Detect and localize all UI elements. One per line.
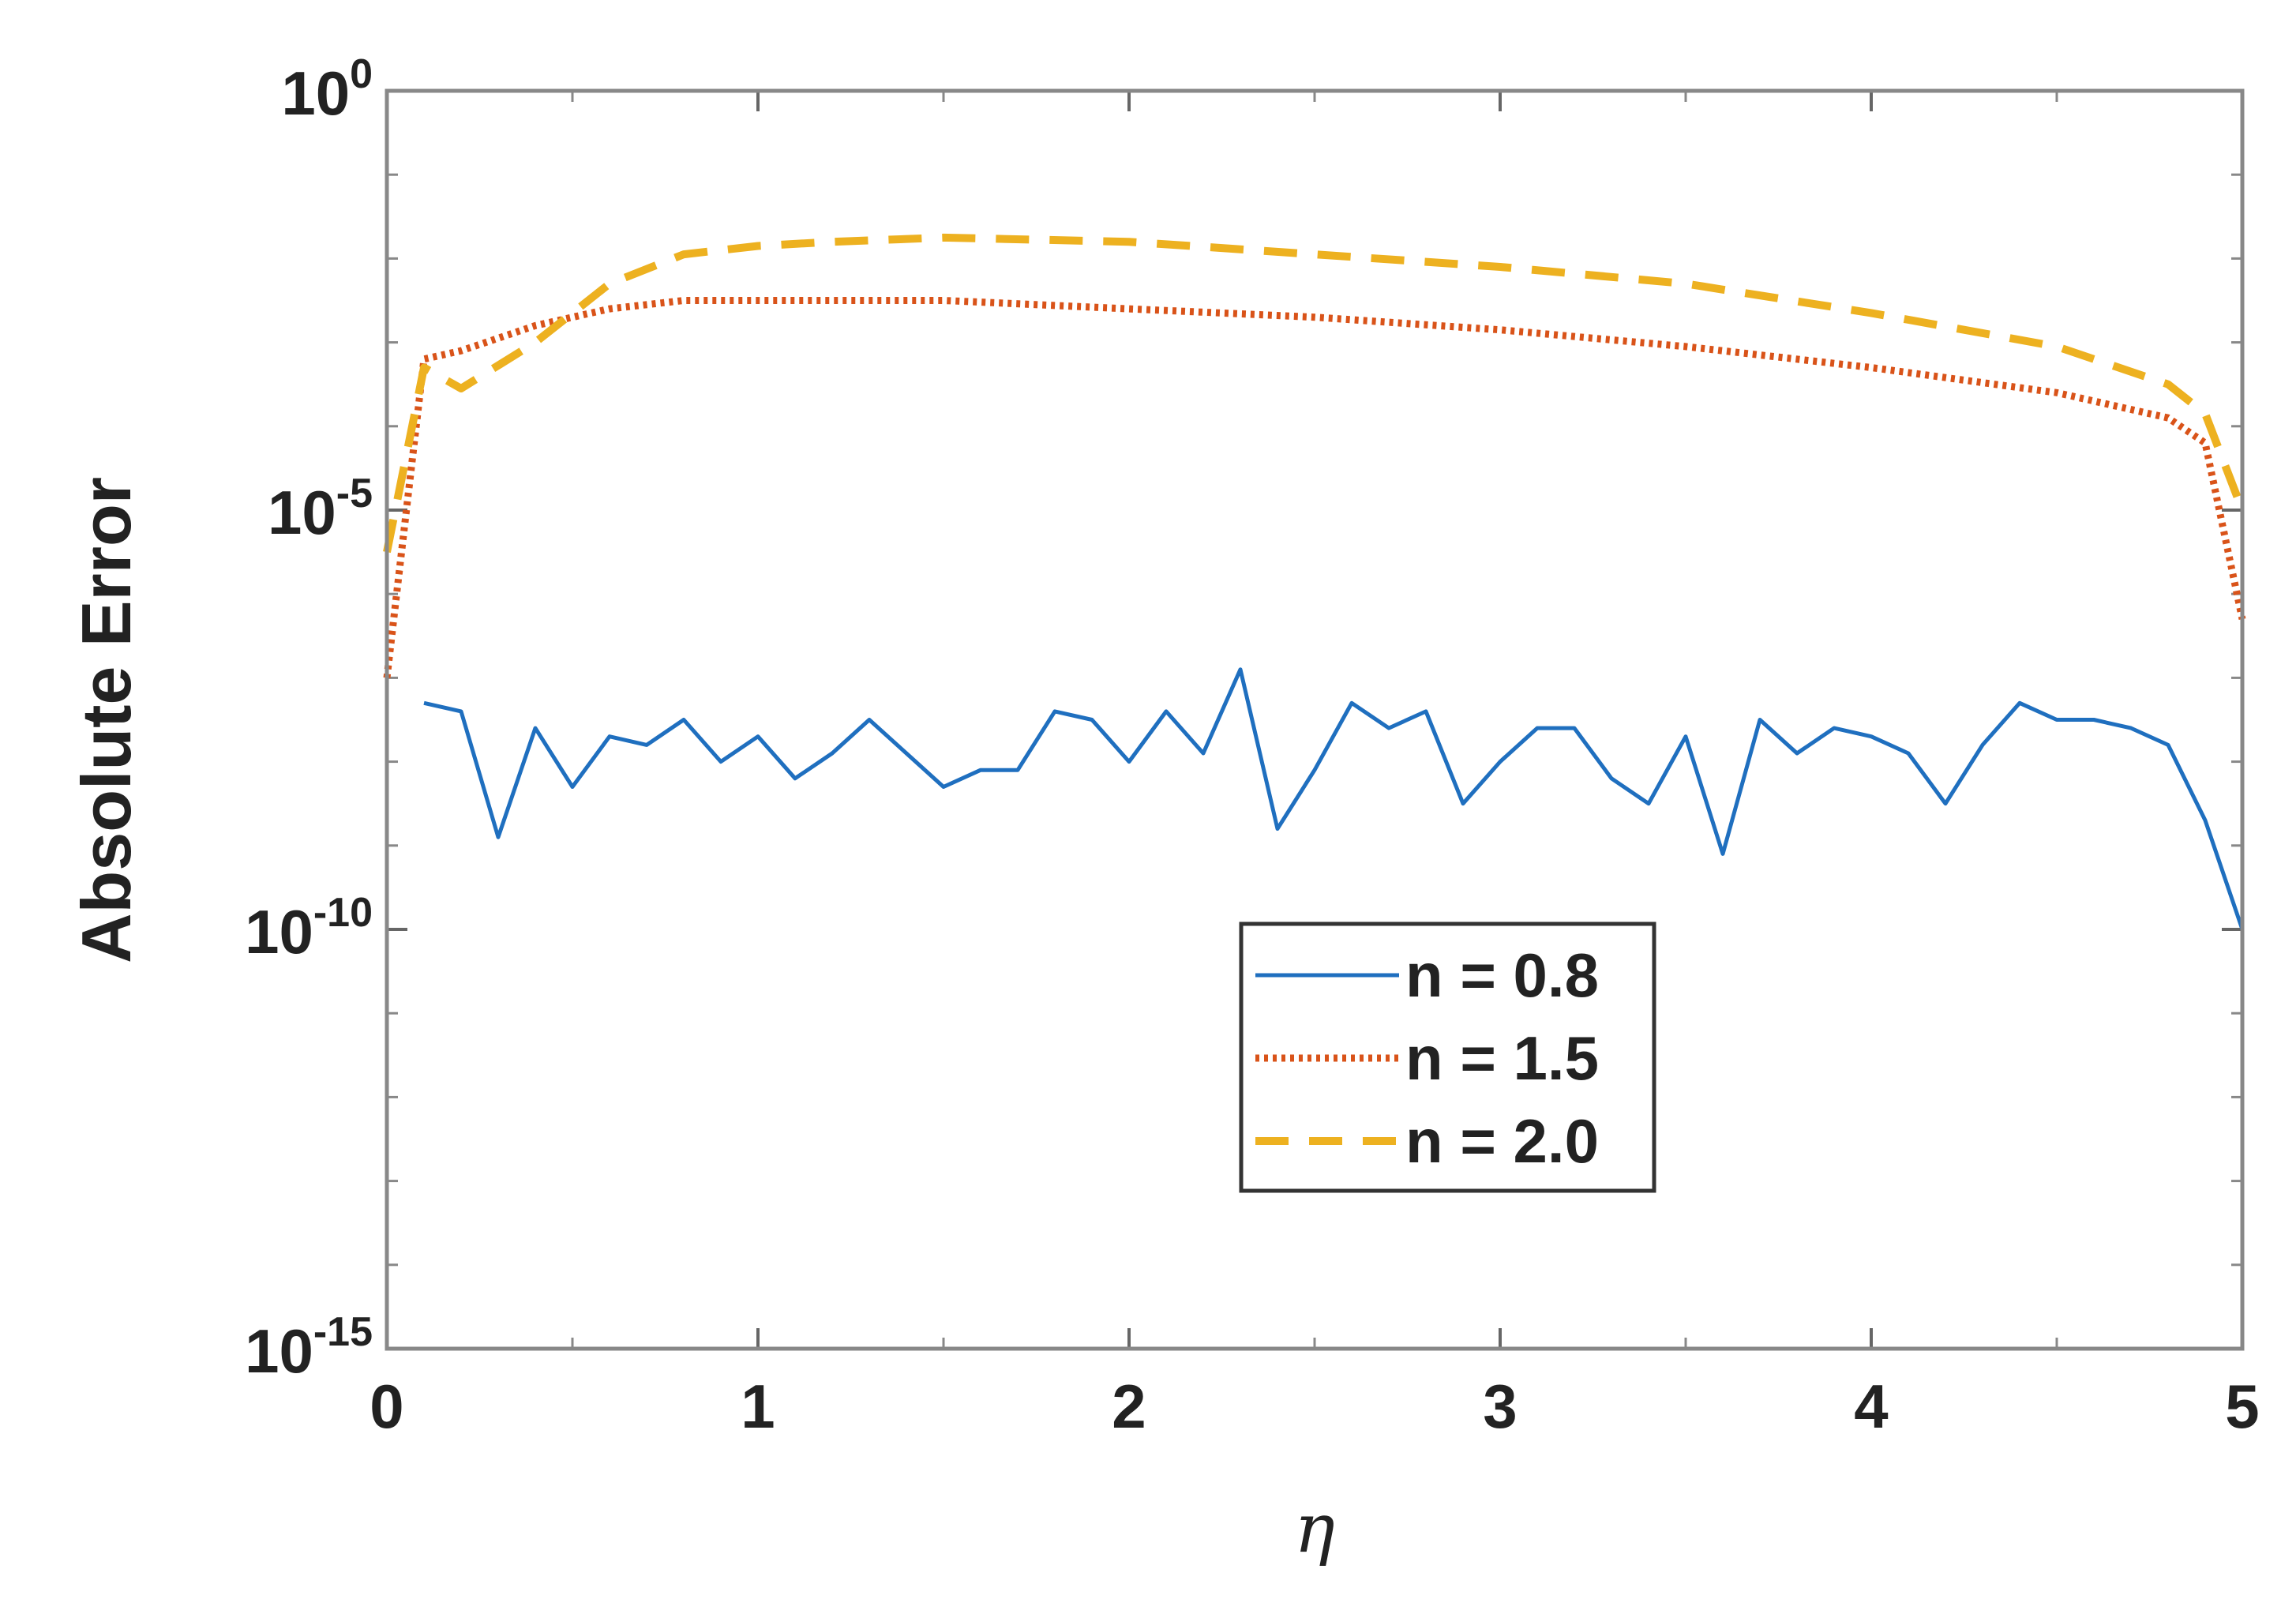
legend-label-n-2-0: n = 2.0 <box>1405 1106 1599 1176</box>
x-tick-label: 5 <box>2225 1372 2259 1441</box>
plot-area <box>385 88 2245 1351</box>
x-tick-label: 4 <box>1854 1372 1888 1441</box>
x-axis-label: η <box>1294 1489 1335 1568</box>
x-tick-label: 0 <box>370 1372 403 1441</box>
y-tick-label: 10-10 <box>245 890 373 967</box>
y-tick-group: 100 10-5 10-10 10-15 <box>245 51 2242 1386</box>
series-line-n-2-0 <box>383 233 2246 554</box>
legend-label-n-0-8: n = 0.8 <box>1405 940 1599 1010</box>
y-tick-label: 10-15 <box>245 1309 373 1386</box>
x-tick-group: 0 1 2 3 4 5 <box>370 91 2260 1441</box>
x-tick-label: 3 <box>1483 1372 1517 1441</box>
series-line-n-0-8 <box>423 667 2245 930</box>
y-tick-label: 10-5 <box>268 471 373 547</box>
y-axis-label: Absolute Error <box>67 477 145 963</box>
series-line-n-1-5 <box>383 297 2246 678</box>
x-tick-label: 1 <box>741 1372 775 1441</box>
legend: n = 0.8 n = 1.5 n = 2.0 <box>1239 921 1656 1193</box>
y-tick-label: 100 <box>281 51 373 128</box>
legend-label-n-1-5: n = 1.5 <box>1405 1023 1599 1093</box>
x-tick-label: 2 <box>1112 1372 1146 1441</box>
series-layer <box>383 233 2246 930</box>
